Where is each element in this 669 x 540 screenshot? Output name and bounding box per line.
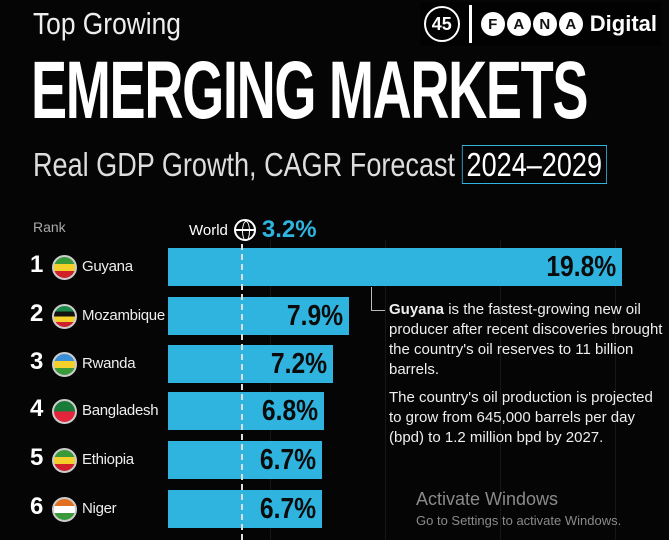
watermark: 45 F A N A Digital	[419, 2, 661, 46]
activation-notice: Activate Windows Go to Settings to activ…	[416, 489, 621, 528]
gridline	[385, 240, 386, 540]
note-text-2: The country's oil production is projecte…	[389, 389, 653, 446]
rank-number: 5	[30, 444, 44, 471]
bar-row: 6 Niger 6.7%	[0, 489, 669, 529]
value-label: 19.8%	[546, 251, 616, 283]
value-label: 7.9%	[286, 300, 344, 332]
world-reference: World 3.2%	[189, 216, 317, 244]
rank-number: 6	[30, 493, 44, 520]
value-label: 7.2%	[270, 348, 328, 380]
globe-icon	[233, 219, 256, 241]
period-badge: 2024–2029	[461, 145, 607, 184]
world-label: World	[189, 221, 228, 239]
logo-letter: A	[506, 12, 531, 36]
country-label: Niger	[82, 500, 117, 517]
kicker: Top Growing	[33, 6, 181, 41]
bar: 6.8%	[168, 392, 324, 430]
guyana-flag-icon	[52, 255, 77, 280]
bangladesh-flag-icon	[52, 399, 77, 424]
subtitle-text: Real GDP Growth, CAGR Forecast	[33, 146, 456, 183]
gridline	[270, 240, 271, 540]
world-value: 3.2%	[261, 216, 317, 243]
value-label: 6.7%	[259, 493, 316, 525]
bar-row: 2 Mozambique 7.9%	[0, 296, 669, 336]
activation-title: Activate Windows	[416, 489, 559, 509]
bar: 6.7%	[168, 441, 322, 479]
country-label: Rwanda	[82, 355, 136, 372]
logo-45: 45	[423, 6, 460, 42]
note-text-1: is the fastest-growing new oil producer …	[389, 301, 663, 378]
annotation: Guyana is the fastest-growing new oil pr…	[389, 300, 667, 456]
annotation-connector	[371, 287, 385, 311]
mozambique-flag-icon	[52, 304, 77, 329]
logo-letter: A	[558, 12, 583, 36]
ethiopia-flag-icon	[52, 448, 77, 473]
bar-row: 5 Ethiopia 6.7%	[0, 440, 669, 480]
country-label: Guyana	[82, 258, 133, 275]
bar: 6.7%	[168, 490, 322, 528]
bar-row: 1 Guyana 19.8%	[0, 247, 669, 287]
bar-row: 3 Rwanda 7.2%	[0, 344, 669, 384]
bar: 7.2%	[168, 345, 334, 383]
gridline	[500, 240, 501, 540]
world-reference-line	[241, 244, 244, 540]
logo-letter: F	[480, 12, 505, 36]
country-label: Ethiopia	[82, 451, 134, 468]
note-bold: Guyana	[389, 301, 445, 318]
niger-flag-icon	[52, 497, 77, 522]
rank-number: 3	[30, 348, 44, 375]
value-label: 6.7%	[259, 444, 316, 476]
gridline	[615, 240, 616, 540]
rank-number: 4	[30, 395, 44, 422]
chart-title: EMERGING MARKETS	[31, 45, 589, 136]
rank-number: 1	[30, 251, 44, 278]
rank-header: Rank	[33, 219, 66, 235]
logo-letter: N	[532, 12, 557, 36]
value-label: 6.8%	[261, 395, 318, 427]
activation-link[interactable]: Go to Settings to activate Windows.	[416, 513, 622, 528]
bar: 7.9%	[168, 297, 350, 335]
country-label: Bangladesh	[82, 402, 159, 419]
divider	[468, 5, 472, 43]
subtitle: Real GDP Growth, CAGR Forecast 2024–2029	[33, 145, 607, 184]
country-label: Mozambique	[82, 307, 165, 324]
rwanda-flag-icon	[52, 352, 77, 377]
logo-word: Digital	[589, 11, 657, 36]
bar-row: 4 Bangladesh 6.8%	[0, 391, 669, 431]
bar: 19.8%	[168, 248, 622, 286]
rank-number: 2	[30, 300, 44, 327]
